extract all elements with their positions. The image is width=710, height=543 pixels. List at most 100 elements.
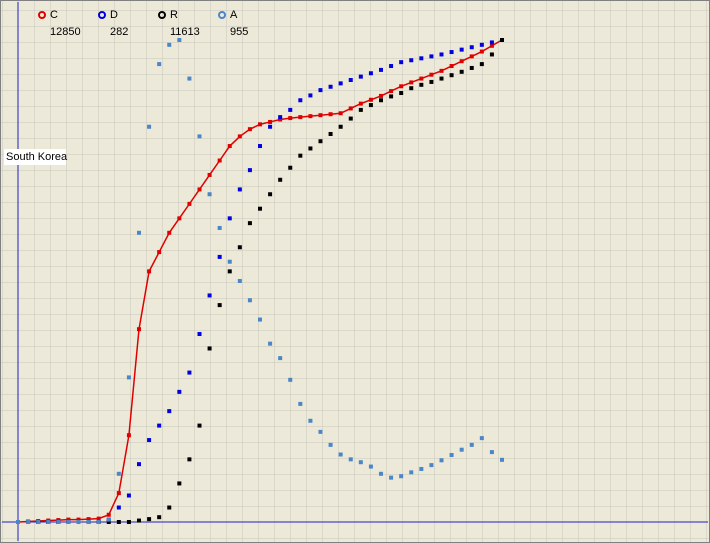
data-point — [278, 177, 283, 182]
data-point — [409, 58, 414, 63]
data-point — [258, 317, 262, 322]
legend-marker — [158, 11, 166, 19]
data-point — [177, 389, 182, 394]
data-point — [288, 165, 293, 170]
data-point — [126, 520, 131, 524]
data-point — [157, 423, 162, 428]
data-point — [86, 517, 91, 522]
data-point — [358, 460, 363, 465]
data-point — [318, 113, 323, 118]
data-point — [298, 153, 303, 158]
data-point — [469, 65, 474, 70]
data-point — [258, 122, 262, 127]
data-point — [358, 74, 363, 79]
data-point — [358, 107, 363, 112]
data-point — [157, 515, 162, 520]
data-point — [116, 520, 121, 524]
country-label: South Korea — [6, 151, 68, 163]
data-point — [368, 464, 373, 469]
data-point — [459, 47, 464, 52]
data-point — [379, 67, 383, 72]
data-point — [86, 520, 91, 524]
legend-value: 955 — [230, 26, 248, 38]
data-point — [409, 470, 414, 475]
data-point — [187, 76, 192, 81]
data-point — [439, 458, 444, 463]
data-point — [288, 116, 293, 121]
data-point — [379, 471, 383, 476]
data-point — [379, 93, 383, 98]
data-point — [137, 327, 141, 332]
data-point — [368, 97, 373, 102]
data-point — [167, 42, 172, 47]
data-point — [137, 518, 141, 523]
data-point — [56, 520, 61, 524]
data-point — [116, 491, 121, 496]
data-point — [268, 119, 273, 124]
data-point — [298, 401, 303, 406]
data-point — [177, 481, 182, 486]
data-point — [338, 124, 343, 129]
data-point — [328, 84, 333, 89]
data-point — [177, 38, 182, 42]
data-point — [399, 91, 404, 96]
data-point — [348, 457, 353, 462]
data-point — [106, 512, 111, 517]
data-point — [197, 134, 202, 139]
data-point — [298, 98, 303, 103]
data-point — [328, 112, 333, 117]
legend-marker — [98, 11, 106, 19]
legend-name: D — [110, 9, 118, 21]
data-point — [247, 127, 252, 132]
data-point — [126, 375, 131, 380]
data-point — [197, 187, 202, 192]
data-point — [167, 230, 172, 235]
data-point — [207, 192, 212, 197]
data-point — [187, 457, 192, 462]
data-point — [137, 462, 141, 467]
data-point — [449, 50, 454, 55]
data-point — [469, 54, 474, 59]
data-point — [207, 293, 212, 298]
data-point — [419, 466, 424, 471]
data-point — [167, 505, 172, 510]
label-box — [4, 149, 66, 165]
data-point — [237, 134, 242, 139]
data-point — [479, 42, 484, 47]
data-point — [318, 429, 323, 434]
data-point — [479, 49, 484, 54]
data-point — [137, 230, 141, 235]
data-point — [439, 68, 444, 73]
data-point — [26, 520, 31, 524]
data-point — [106, 517, 111, 522]
data-point — [368, 71, 373, 76]
data-point — [439, 52, 444, 57]
data-point — [217, 254, 222, 259]
legend-marker — [38, 11, 46, 19]
data-point — [258, 144, 262, 149]
data-point — [247, 221, 252, 226]
data-point — [76, 517, 81, 522]
data-point — [96, 516, 101, 521]
data-point — [96, 520, 101, 524]
data-point — [126, 433, 131, 438]
data-point — [298, 115, 303, 120]
data-point — [197, 423, 202, 428]
data-point — [338, 111, 343, 116]
data-point — [288, 107, 293, 112]
data-point — [258, 206, 262, 211]
data-point — [348, 106, 353, 111]
data-point — [237, 279, 242, 283]
data-point — [389, 94, 394, 99]
data-point — [76, 520, 81, 524]
data-point — [389, 64, 394, 69]
data-point — [278, 117, 283, 122]
data-point — [217, 225, 222, 230]
data-point — [469, 442, 474, 447]
data-point — [147, 124, 152, 129]
data-point — [479, 62, 484, 67]
data-point — [147, 438, 152, 443]
data-point — [237, 187, 242, 192]
